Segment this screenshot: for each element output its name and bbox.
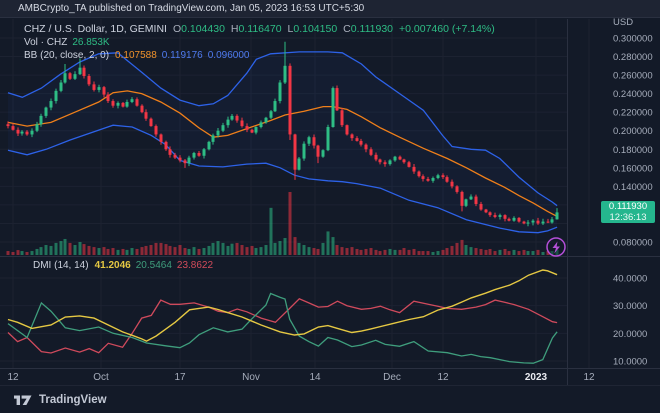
pane-separators	[0, 19, 660, 385]
bb-legend-row[interactable]: BB (20, close, 2, 0) 0.107588 0.119176 0.09…	[24, 49, 495, 62]
svg-text:17: 17	[174, 372, 186, 383]
svg-text:30.0000: 30.0000	[613, 301, 647, 312]
footer-bar: TradingView	[0, 385, 660, 413]
bar-countdown: 12:36:13	[609, 212, 647, 223]
attribution-text: AMBCrypto_TA published on TradingView.co…	[18, 3, 365, 14]
volume-series	[6, 192, 559, 255]
symbol-legend-row[interactable]: CHZ / U.S. Dollar, 1D, GEMINI O0.104430 H0…	[24, 23, 495, 36]
close-value: 0.111930	[350, 23, 394, 35]
svg-text:0.220000: 0.220000	[613, 108, 653, 119]
svg-text:2023: 2023	[525, 372, 548, 383]
svg-text:12: 12	[437, 372, 449, 383]
svg-text:0.260000: 0.260000	[613, 71, 653, 82]
svg-text:0.080000: 0.080000	[613, 238, 653, 249]
high-value: 0.116470	[238, 23, 282, 35]
low-label: L	[287, 23, 294, 35]
price-axis-currency: USD	[613, 17, 633, 28]
bb-lower-value: 0.096000	[207, 50, 250, 61]
last-price-badge[interactable]: 0.111930 12:36:13	[601, 201, 655, 223]
svg-text:10.0000: 10.0000	[613, 357, 647, 368]
price-axis: USD 0.300000 0.280000 0.260000 0.240000 0.220…	[613, 17, 653, 368]
grid-lines	[0, 19, 590, 368]
last-price-value: 0.111930	[608, 201, 648, 212]
svg-text:0.180000: 0.180000	[613, 145, 653, 156]
time-axis: 12 Oct 17 Nov 14 Dec 12 2023 12	[7, 372, 595, 383]
svg-text:0.160000: 0.160000	[613, 163, 653, 174]
lightning-icon[interactable]	[546, 237, 566, 257]
svg-text:0.280000: 0.280000	[613, 52, 653, 63]
footer-brand-text[interactable]: TradingView	[39, 393, 107, 406]
svg-text:20.0000: 20.0000	[613, 329, 647, 340]
open-label: O	[172, 23, 182, 35]
high-label: H	[230, 23, 239, 35]
bb-upper-value: 0.119176	[161, 50, 203, 61]
dmi-minusdi-value: 23.8622	[176, 260, 214, 271]
close-label: C	[343, 23, 351, 35]
svg-text:12: 12	[7, 372, 19, 383]
svg-text:0.140000: 0.140000	[613, 182, 653, 193]
svg-text:0.200000: 0.200000	[613, 126, 653, 137]
svg-text:Dec: Dec	[383, 372, 401, 383]
minus-di-line	[7, 298, 558, 354]
volume-legend-row[interactable]: Vol · CHZ 26.853K	[24, 36, 495, 49]
svg-text:Nov: Nov	[242, 372, 260, 383]
svg-text:12: 12	[583, 372, 595, 383]
symbol-title[interactable]: CHZ / U.S. Dollar, 1D, GEMINI	[24, 23, 167, 35]
open-value: 0.104430	[181, 23, 225, 35]
low-value: 0.104150	[293, 23, 338, 35]
svg-text:14: 14	[309, 372, 321, 383]
volume-value: 26.853K	[72, 37, 110, 48]
candlestick-series	[6, 41, 559, 227]
plus-di-line	[7, 292, 558, 364]
bb-label: BB (20, close, 2, 0)	[24, 50, 110, 61]
attribution-bar: AMBCrypto_TA published on TradingView.co…	[0, 0, 660, 18]
dmi-indicator	[7, 269, 558, 364]
tradingview-logo[interactable]	[13, 393, 32, 406]
main-chart-legend[interactable]: CHZ / U.S. Dollar, 1D, GEMINI O0.104430 H0…	[24, 23, 495, 62]
adx-line	[7, 269, 558, 342]
change-value: +0.007460 (+7.14%)	[399, 23, 495, 35]
svg-text:Oct: Oct	[93, 372, 109, 383]
svg-text:0.300000: 0.300000	[613, 34, 653, 45]
svg-text:0.240000: 0.240000	[613, 89, 653, 100]
volume-label: Vol · CHZ	[24, 37, 68, 48]
svg-text:40.0000: 40.0000	[613, 274, 647, 285]
dmi-label: DMI (14, 14)	[33, 260, 89, 271]
dmi-plusdi-value: 20.5464	[135, 260, 172, 271]
bb-basis-value: 0.107588	[115, 50, 157, 61]
dmi-legend-row[interactable]: DMI (14, 14) 41.2046 20.5464 23.8622	[33, 260, 213, 271]
dmi-adx-value: 41.2046	[94, 260, 131, 271]
